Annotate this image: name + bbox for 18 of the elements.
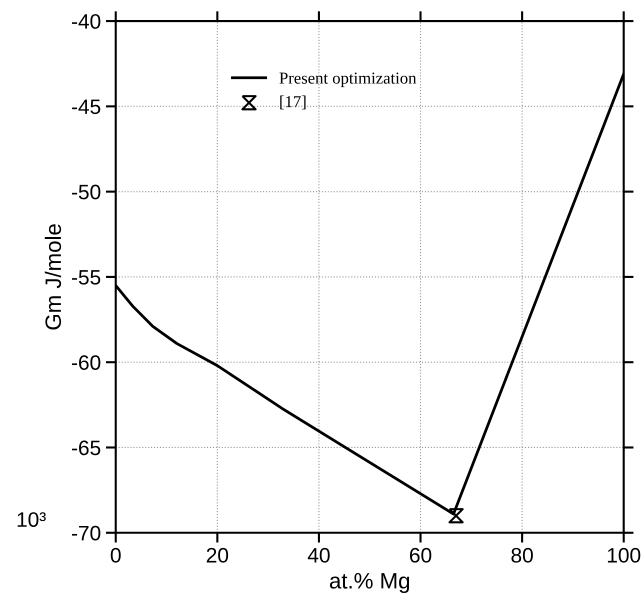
y-tick-label: -45 [72,100,100,114]
legend-label: [17] [280,96,306,110]
x-tick-label: 20 [206,548,228,563]
y-axis-title: Gm J/mole [44,224,62,330]
x-tick-label: 80 [511,548,533,563]
y-tick-label: -65 [72,440,100,456]
y-tick-label: -70 [72,526,100,541]
y-tick-label: -50 [72,184,100,200]
x-tick-label: 40 [308,548,330,563]
text: 10³ [18,512,46,527]
x-tick-label: 0 [110,548,121,563]
x-tick-label: 100 [608,548,640,563]
y-tick-label: -55 [72,270,100,285]
x-tick-label: 60 [410,548,432,563]
legend-label: Present optimization [279,72,416,88]
y-tick-label: -60 [72,355,100,370]
x-axis-title: at.% Mg [330,573,410,594]
y-tick-label: -40 [72,14,100,29]
